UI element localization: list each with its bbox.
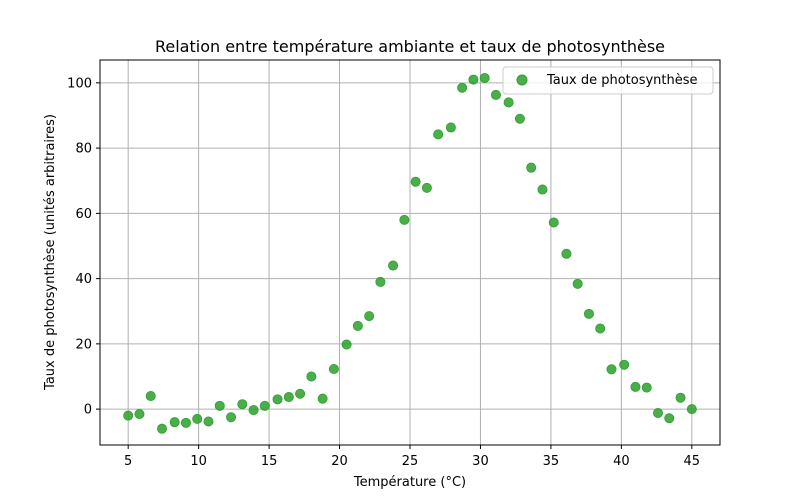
data-point: [375, 276, 386, 287]
data-point: [180, 417, 191, 428]
x-tick-label: 10: [190, 454, 207, 469]
data-point: [203, 416, 214, 427]
legend: Taux de photosynthèse: [502, 66, 714, 95]
data-point: [421, 182, 432, 193]
data-point: [653, 408, 664, 419]
y-axis-label: Taux de photosynthèse (unités arbitraire…: [43, 114, 58, 391]
legend-marker: [516, 74, 528, 86]
data-point: [641, 382, 652, 393]
data-point: [479, 72, 490, 83]
y-tick-label: 80: [75, 142, 92, 157]
x-tick-label: 30: [472, 454, 489, 469]
data-point: [526, 162, 537, 173]
data-point: [156, 423, 167, 434]
data-point: [237, 399, 248, 410]
data-point: [123, 410, 134, 421]
data-point: [514, 113, 525, 124]
data-point: [226, 412, 237, 423]
chart-title: Relation entre température ambiante et t…: [155, 37, 665, 56]
data-point: [410, 176, 421, 187]
data-point: [272, 394, 283, 405]
data-point: [595, 323, 606, 334]
data-points: [123, 72, 697, 434]
data-point: [214, 400, 225, 411]
grid-lines: [100, 60, 720, 445]
data-point: [352, 320, 363, 331]
x-axis-label: Température (°C): [353, 475, 466, 490]
data-point: [686, 404, 697, 415]
data-point: [606, 364, 617, 375]
data-point: [259, 400, 270, 411]
x-tick-label: 45: [684, 454, 701, 469]
data-point: [169, 417, 180, 428]
data-point: [328, 363, 339, 374]
data-point: [145, 391, 156, 402]
y-tick-label: 0: [84, 403, 92, 418]
data-point: [572, 278, 583, 289]
y-tick-label: 20: [75, 337, 92, 352]
x-tick-label: 5: [124, 454, 132, 469]
data-point: [619, 359, 630, 370]
legend-box: [502, 66, 714, 95]
data-point: [490, 89, 501, 100]
data-point: [675, 392, 686, 403]
data-point: [548, 217, 559, 228]
y-tick-label: 60: [75, 207, 92, 222]
data-point: [341, 339, 352, 350]
data-point: [399, 214, 410, 225]
data-point: [317, 393, 328, 404]
data-point: [630, 381, 641, 392]
x-tick-label: 25: [402, 454, 419, 469]
legend-label: Taux de photosynthèse: [546, 73, 698, 88]
data-point: [457, 82, 468, 93]
data-point: [664, 413, 675, 424]
y-tick-label: 100: [67, 76, 92, 91]
x-tick-label: 40: [613, 454, 630, 469]
data-point: [468, 74, 479, 85]
data-point: [445, 122, 456, 133]
data-point: [248, 405, 259, 416]
axis-ticks: 5 10 15 20 25 30 35 40 45 0 20 40 60 80 100: [67, 76, 700, 469]
data-point: [192, 413, 203, 424]
x-tick-label: 20: [331, 454, 348, 469]
data-point: [583, 308, 594, 319]
data-point: [537, 184, 548, 195]
data-point: [433, 129, 444, 140]
y-tick-label: 40: [75, 272, 92, 287]
x-tick-label: 15: [261, 454, 278, 469]
data-point: [295, 388, 306, 399]
data-point: [388, 260, 399, 271]
data-point: [306, 371, 317, 382]
data-point: [283, 392, 294, 403]
data-point: [364, 311, 375, 322]
data-point: [503, 97, 514, 108]
data-point: [134, 409, 145, 420]
data-point: [561, 248, 572, 259]
x-tick-label: 35: [543, 454, 560, 469]
